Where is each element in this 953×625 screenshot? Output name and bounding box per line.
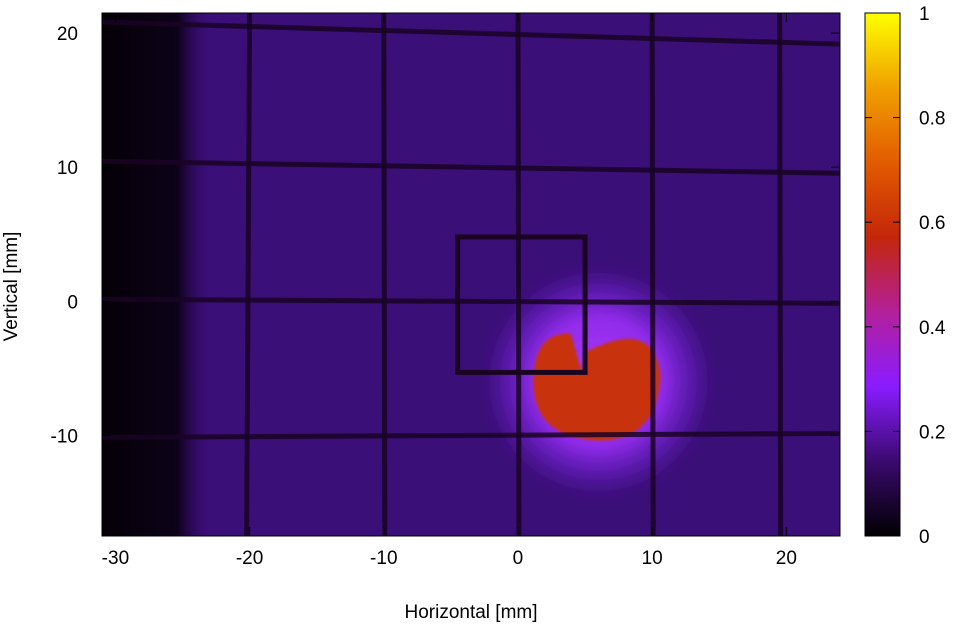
plot-area <box>102 13 840 536</box>
y-tick-label: 20 <box>57 24 78 45</box>
x-tick-label: 10 <box>642 548 663 569</box>
colorbar-tick-label: 0.4 <box>919 318 946 339</box>
colorbar-tick-label: 0 <box>919 527 930 548</box>
plot-border <box>101 12 841 537</box>
colorbar-tick-label: 0.8 <box>919 109 945 130</box>
horizontal-wire <box>102 158 840 176</box>
x-tick-label: -10 <box>370 548 397 569</box>
grid-wires <box>102 13 840 536</box>
vertical-wire <box>515 13 522 536</box>
y-tick-label: 0 <box>67 292 78 313</box>
colorbar-tick-label: 1 <box>919 4 930 25</box>
horizontal-wire <box>102 19 840 47</box>
x-tick-label: -20 <box>236 548 263 569</box>
x-tick-label: 20 <box>776 548 797 569</box>
colorbar-ticks <box>865 12 900 537</box>
vertical-wire <box>777 13 784 536</box>
vertical-wire <box>649 13 656 536</box>
colorbar-tick-label: 0.6 <box>919 213 945 234</box>
horizontal-wire <box>102 296 840 306</box>
x-axis-title: Horizontal [mm] <box>404 602 537 623</box>
x-tick-label: -30 <box>102 548 129 569</box>
vertical-wire <box>244 13 253 536</box>
x-axis-tick-labels: -30 -20 -10 0 10 20 <box>102 548 797 569</box>
dark-edge-band <box>102 13 210 536</box>
horizontal-wire <box>102 430 840 440</box>
x-tick-label: 0 <box>513 548 524 569</box>
y-tick-label: -10 <box>51 426 78 447</box>
vertical-wire <box>381 13 388 536</box>
heatmap-background <box>102 13 840 536</box>
colorbar <box>864 12 901 537</box>
y-axis-title: Vertical [mm] <box>1 232 22 342</box>
beam-spot-core <box>533 333 661 441</box>
colorbar-tick-label: 0.2 <box>919 422 945 443</box>
axis-ticks <box>102 13 840 536</box>
y-tick-label: 10 <box>57 158 78 179</box>
y-axis-tick-labels: -10 0 10 20 <box>51 24 78 447</box>
frame-box <box>455 234 588 375</box>
colorbar-tick-labels: 0 0.2 0.4 0.6 0.8 1 <box>919 4 946 548</box>
